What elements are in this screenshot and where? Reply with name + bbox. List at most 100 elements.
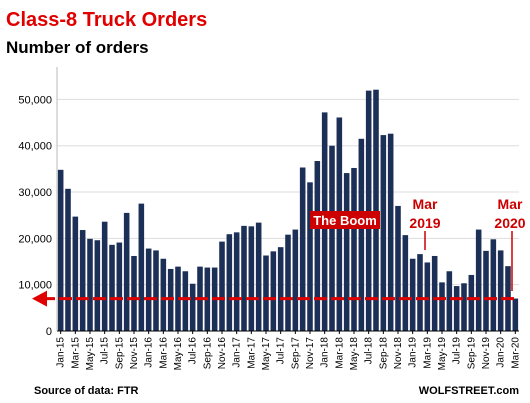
x-tick-label: Jul-15: [100, 337, 111, 365]
bar: [123, 212, 130, 331]
x-tick-label: Jan-19: [408, 337, 419, 368]
bar: [351, 167, 357, 331]
bar: [189, 283, 196, 331]
y-tick-label: 10,000: [18, 280, 52, 292]
annotation-boom-box: [310, 211, 380, 229]
bar: [483, 250, 489, 331]
y-tick-label: 20,000: [18, 233, 52, 245]
reference-line: [32, 290, 517, 307]
bar: [145, 248, 152, 331]
x-axis-ticks: Jan-15 Mar-15 May-15 Jul-15 Sep-15 Nov-15 Jan-…: [56, 331, 521, 371]
bar: [475, 229, 482, 331]
x-tick-label: Mar-20: [510, 337, 521, 369]
x-tick-label: Mar-17: [246, 337, 257, 369]
x-tick-label: Mar-18: [334, 337, 345, 369]
bar: [314, 161, 321, 331]
source-note: Source of data: FTR: [34, 385, 139, 397]
x-tick-label: Jul-18: [364, 337, 375, 365]
bar: [153, 250, 159, 331]
x-tick-label: Sep-15: [114, 337, 125, 370]
bar: [431, 255, 438, 331]
x-tick-label: Jan-15: [56, 337, 67, 368]
x-tick-label: Jan-18: [320, 337, 331, 368]
x-tick-label: Sep-16: [202, 337, 213, 370]
bar: [329, 145, 335, 331]
bars: [57, 89, 519, 332]
bar: [373, 89, 379, 332]
bar: [299, 167, 306, 331]
x-tick-label: May-15: [85, 337, 96, 371]
annotation-mar-2020-month: Mar: [498, 196, 523, 212]
x-tick-label: Mar-19: [422, 337, 433, 369]
bar: [343, 173, 350, 331]
bar: [226, 234, 233, 331]
bar: [358, 138, 365, 331]
x-tick-label: Jan-16: [144, 337, 155, 368]
bar: [241, 225, 247, 331]
chart-subtitle: Number of orders: [6, 38, 149, 57]
bar: [131, 255, 137, 331]
bar: [160, 258, 167, 331]
bar: [285, 234, 291, 331]
x-tick-label: Nov-18: [393, 337, 404, 370]
y-tick-label: 30,000: [18, 187, 52, 199]
x-tick-label: Nov-19: [481, 337, 492, 370]
annotation-boom-label: The Boom: [313, 213, 377, 228]
bar: [72, 216, 79, 331]
bar: [395, 205, 401, 331]
y-tick-label: 40,000: [18, 141, 52, 153]
bar: [109, 244, 115, 331]
x-tick-label: May-19: [437, 337, 448, 371]
x-tick-label: Nov-15: [129, 337, 140, 370]
y-tick-label: 0: [46, 326, 52, 338]
x-tick-label: Jul-19: [452, 337, 463, 365]
bar: [409, 258, 416, 331]
bar: [79, 230, 86, 331]
x-tick-label: Jan-17: [232, 337, 243, 368]
bar: [138, 203, 145, 331]
x-tick-label: Sep-18: [378, 337, 389, 370]
bar: [255, 222, 262, 331]
chart-title: Class-8 Truck Orders: [6, 9, 207, 31]
bar: [365, 90, 372, 331]
bar: [292, 229, 299, 331]
annotation-boom: The Boom: [310, 211, 380, 229]
x-tick-label: Nov-16: [217, 337, 228, 370]
x-tick-label: Sep-17: [290, 337, 301, 370]
x-tick-label: May-18: [349, 337, 360, 371]
x-tick-label: Jan-20: [496, 337, 507, 368]
bar: [424, 262, 431, 331]
bar: [248, 226, 255, 331]
reference-arrow-head: [32, 290, 47, 307]
x-tick-label: Sep-19: [466, 337, 477, 370]
bar: [219, 241, 225, 331]
bar: [453, 286, 460, 331]
bar: [402, 235, 409, 331]
annotation-mar-2019-month: Mar: [413, 196, 438, 212]
bar: [461, 283, 467, 331]
bar: [57, 169, 64, 331]
y-tick-label: 50,000: [18, 94, 52, 106]
bar: [468, 274, 475, 331]
bar: [233, 232, 240, 331]
x-tick-label: Jul-16: [188, 337, 199, 365]
bar: [263, 255, 269, 331]
bar: [87, 238, 93, 331]
bar: [307, 182, 313, 331]
x-tick-label: Nov-17: [305, 337, 316, 370]
bar: [277, 247, 284, 331]
x-tick-label: May-17: [261, 337, 272, 371]
y-axis-ticks: 0 10,000 20,000 30,000 40,000 50,000: [18, 94, 52, 338]
bar: [417, 254, 423, 331]
bar: [446, 271, 453, 331]
x-tick-label: Mar-16: [158, 337, 169, 369]
bar: [490, 239, 497, 331]
bar: [380, 135, 387, 331]
bar: [94, 240, 101, 331]
bar: [116, 242, 123, 331]
bar: [439, 282, 445, 331]
brand-watermark: WOLFSTREET.com: [419, 385, 519, 397]
bar: [65, 188, 71, 331]
bar: [270, 251, 277, 331]
